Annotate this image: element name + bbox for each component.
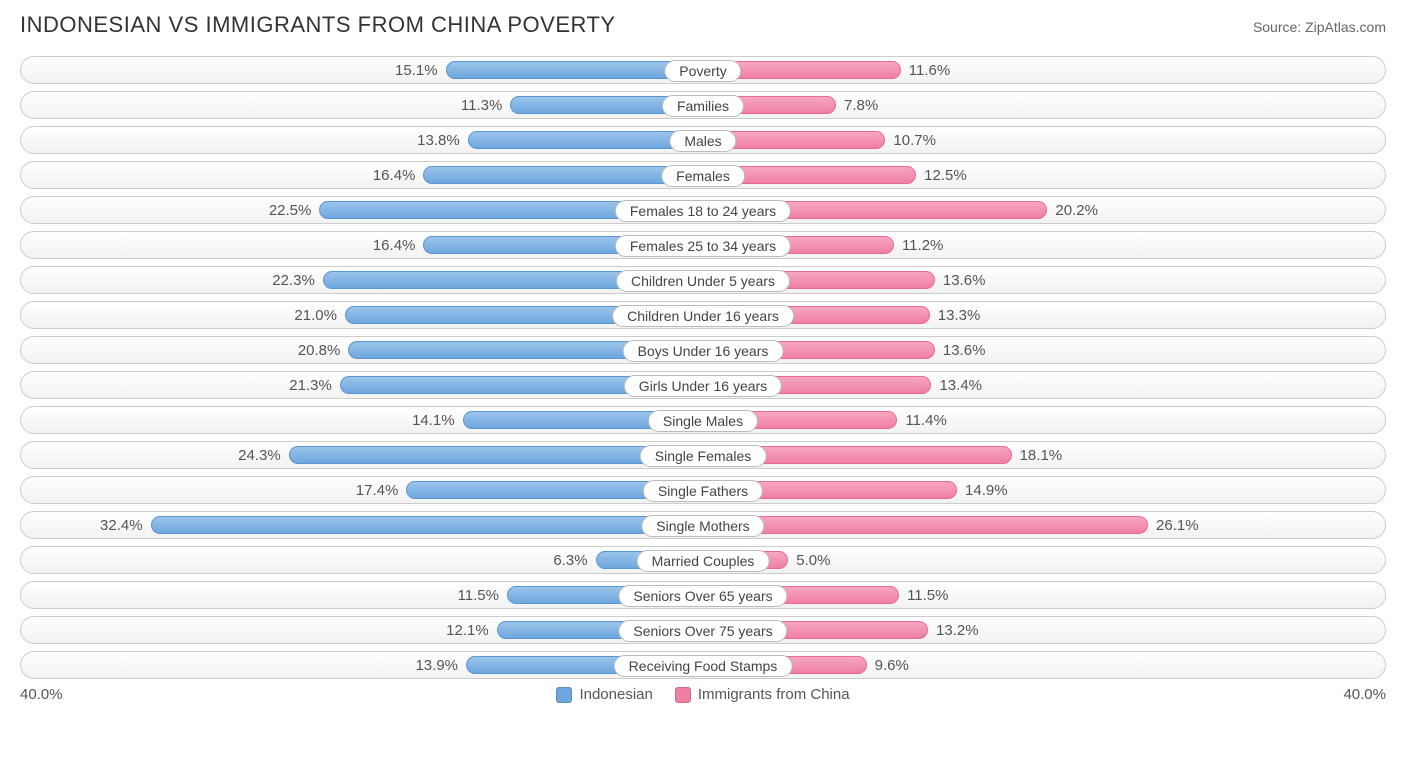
category-label: Single Mothers: [641, 515, 764, 537]
category-label: Families: [662, 95, 744, 117]
value-right: 11.6%: [909, 57, 950, 85]
chart-source: Source: ZipAtlas.com: [1253, 19, 1386, 35]
chart-row: 6.3% 5.0% Married Couples: [20, 546, 1386, 574]
chart-row: 22.5% 20.2% Females 18 to 24 years: [20, 196, 1386, 224]
legend-item-right: Immigrants from China: [675, 686, 850, 703]
category-label: Females: [661, 165, 745, 187]
value-right: 14.9%: [965, 477, 1008, 505]
category-label: Children Under 16 years: [612, 305, 794, 327]
category-label: Girls Under 16 years: [624, 375, 782, 397]
value-right: 13.6%: [943, 267, 986, 295]
chart-header: INDONESIAN VS IMMIGRANTS FROM CHINA POVE…: [20, 12, 1386, 38]
category-label: Receiving Food Stamps: [614, 655, 793, 677]
chart-row: 22.3% 13.6% Children Under 5 years: [20, 266, 1386, 294]
chart-row: 11.5% 11.5% Seniors Over 65 years: [20, 581, 1386, 609]
value-left: 16.4%: [373, 162, 416, 190]
value-right: 9.6%: [875, 652, 909, 680]
value-right: 13.6%: [943, 337, 986, 365]
value-left: 6.3%: [553, 547, 587, 575]
category-label: Seniors Over 65 years: [618, 585, 787, 607]
category-label: Single Fathers: [643, 480, 763, 502]
chart-row: 11.3% 7.8% Families: [20, 91, 1386, 119]
category-label: Females 25 to 34 years: [615, 235, 791, 257]
value-right: 7.8%: [844, 92, 878, 120]
legend-swatch-left: [556, 687, 572, 703]
category-label: Married Couples: [637, 550, 770, 572]
value-right: 13.4%: [939, 372, 982, 400]
category-label: Poverty: [664, 60, 741, 82]
value-right: 13.3%: [938, 302, 981, 330]
category-label: Children Under 5 years: [616, 270, 790, 292]
value-left: 22.5%: [269, 197, 312, 225]
value-left: 13.8%: [417, 127, 460, 155]
value-right: 26.1%: [1156, 512, 1199, 540]
bar-right: [703, 516, 1148, 534]
legend-label-right: Immigrants from China: [698, 686, 850, 703]
value-left: 16.4%: [373, 232, 416, 260]
value-right: 10.7%: [893, 127, 936, 155]
value-left: 12.1%: [446, 617, 489, 645]
legend-swatch-right: [675, 687, 691, 703]
value-right: 18.1%: [1020, 442, 1063, 470]
value-left: 14.1%: [412, 407, 455, 435]
category-label: Single Males: [648, 410, 758, 432]
category-label: Males: [669, 130, 736, 152]
value-right: 20.2%: [1055, 197, 1098, 225]
chart-row: 16.4% 11.2% Females 25 to 34 years: [20, 231, 1386, 259]
axis-max-right: 40.0%: [1343, 686, 1386, 703]
chart-row: 20.8% 13.6% Boys Under 16 years: [20, 336, 1386, 364]
category-label: Seniors Over 75 years: [618, 620, 787, 642]
chart-row: 21.3% 13.4% Girls Under 16 years: [20, 371, 1386, 399]
category-label: Single Females: [640, 445, 767, 467]
value-left: 11.5%: [458, 582, 499, 610]
value-left: 17.4%: [356, 477, 399, 505]
value-left: 21.3%: [289, 372, 332, 400]
value-right: 11.5%: [907, 582, 948, 610]
bar-left: [468, 131, 703, 149]
value-left: 11.3%: [461, 92, 502, 120]
chart-row: 17.4% 14.9% Single Fathers: [20, 476, 1386, 504]
chart-row: 13.9% 9.6% Receiving Food Stamps: [20, 651, 1386, 679]
chart-row: 16.4% 12.5% Females: [20, 161, 1386, 189]
chart-row: 14.1% 11.4% Single Males: [20, 406, 1386, 434]
chart-row: 21.0% 13.3% Children Under 16 years: [20, 301, 1386, 329]
legend-item-left: Indonesian: [556, 686, 652, 703]
value-right: 13.2%: [936, 617, 979, 645]
diverging-bar-chart: 15.1%11.6%Poverty11.3%7.8%Families13.8%1…: [20, 56, 1386, 679]
chart-row: 32.4% 26.1% Single Mothers: [20, 511, 1386, 539]
value-right: 11.4%: [905, 407, 946, 435]
bar-left: [151, 516, 703, 534]
chart-footer: 40.0% Indonesian Immigrants from China 4…: [20, 686, 1386, 703]
legend-label-left: Indonesian: [579, 686, 652, 703]
chart-row: 24.3% 18.1% Single Females: [20, 441, 1386, 469]
value-right: 5.0%: [796, 547, 830, 575]
value-left: 22.3%: [272, 267, 315, 295]
chart-title: INDONESIAN VS IMMIGRANTS FROM CHINA POVE…: [20, 12, 616, 38]
chart-row: 13.8% 10.7% Males: [20, 126, 1386, 154]
axis-max-left: 40.0%: [20, 686, 63, 703]
chart-row: 15.1% 11.6% Poverty: [20, 56, 1386, 84]
category-label: Females 18 to 24 years: [615, 200, 791, 222]
value-right: 11.2%: [902, 232, 943, 260]
legend: Indonesian Immigrants from China: [556, 686, 849, 703]
value-left: 21.0%: [294, 302, 337, 330]
value-left: 24.3%: [238, 442, 281, 470]
value-left: 20.8%: [298, 337, 341, 365]
value-left: 15.1%: [395, 57, 438, 85]
value-right: 12.5%: [924, 162, 967, 190]
chart-row: 12.1% 13.2% Seniors Over 75 years: [20, 616, 1386, 644]
category-label: Boys Under 16 years: [623, 340, 784, 362]
value-left: 13.9%: [415, 652, 458, 680]
value-left: 32.4%: [100, 512, 143, 540]
